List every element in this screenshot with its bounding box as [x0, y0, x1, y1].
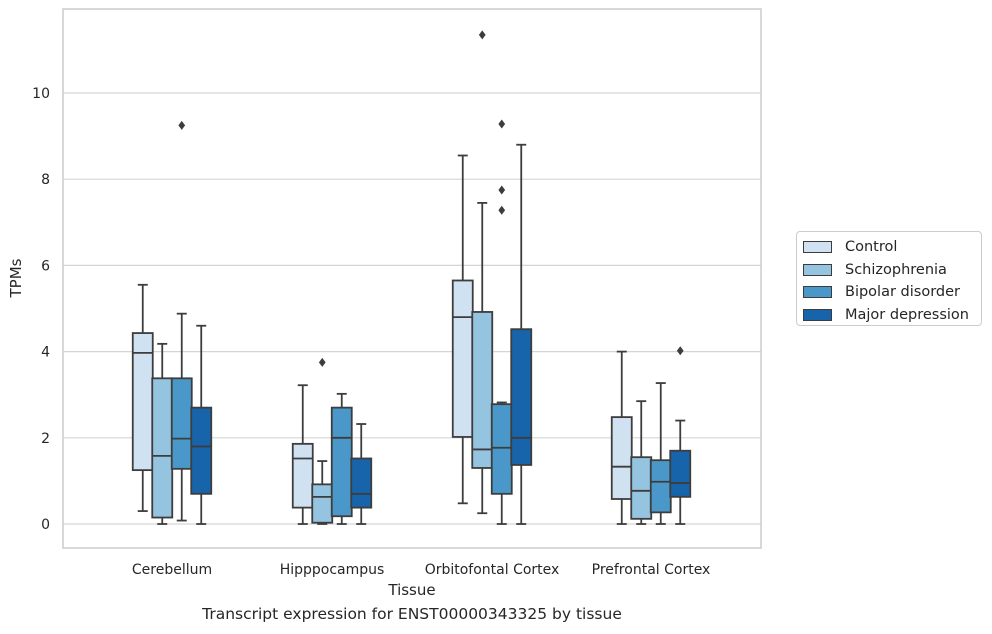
- x-tick-label: Cerebellum: [132, 562, 212, 578]
- legend: Control Schizophrenia Bipolar disorder M…: [796, 231, 982, 326]
- legend-swatch: [803, 308, 832, 321]
- box-body: [510, 328, 533, 466]
- box-1-1: [311, 357, 334, 525]
- y-tick-label: 4: [41, 345, 50, 361]
- box-0-2: [170, 120, 193, 522]
- box-2-3: [510, 143, 533, 525]
- y-tick-label: 8: [41, 172, 50, 188]
- y-tick-labels: 0 2 4 6 8 10: [32, 86, 50, 533]
- box-body: [151, 377, 174, 519]
- box-3-3: [669, 346, 692, 525]
- box-0-1: [151, 342, 174, 525]
- box-body: [630, 456, 653, 520]
- box-body: [190, 406, 213, 495]
- legend-label: Bipolar disorder: [845, 284, 960, 301]
- box-3-1: [630, 400, 653, 525]
- box-body: [610, 416, 633, 500]
- outlier-point: [498, 185, 506, 195]
- outlier-point: [478, 30, 486, 40]
- x-tick-label: Hipppocampus: [280, 562, 385, 578]
- box-1-2: [330, 392, 353, 525]
- box-3-0: [610, 350, 633, 525]
- box-0-3: [190, 324, 213, 525]
- box-2-1: [471, 30, 494, 515]
- box-body: [451, 279, 474, 438]
- outlier-point: [498, 205, 506, 215]
- y-tick-label: 6: [41, 258, 50, 274]
- x-tick-label: Prefrontal Cortex: [592, 562, 711, 578]
- y-tick-label: 2: [41, 431, 50, 447]
- legend-item-control: Control: [803, 236, 981, 259]
- box-1-0: [291, 384, 314, 525]
- box-2-0: [451, 154, 474, 505]
- x-tick-labels: Cerebellum Hipppocampus Orbitofontal Corte…: [132, 562, 710, 578]
- box-0-0: [131, 283, 154, 512]
- box-body: [490, 403, 513, 495]
- legend-item-major-depression: Major depression: [803, 304, 981, 327]
- box-body: [291, 442, 314, 509]
- box-2-2: [490, 119, 513, 525]
- legend-swatch: [803, 263, 832, 276]
- box-body: [330, 406, 353, 518]
- box-1-3: [350, 423, 373, 525]
- box-body: [649, 459, 672, 514]
- box-body: [311, 483, 334, 524]
- legend-swatch: [803, 241, 832, 254]
- legend-label: Major depression: [845, 306, 969, 323]
- outlier-point: [178, 120, 186, 130]
- box-3-2: [649, 382, 672, 525]
- box-body: [170, 377, 193, 470]
- x-axis-label: Tissue: [387, 581, 435, 599]
- outlier-point: [318, 357, 326, 367]
- box-body: [669, 449, 692, 498]
- legend-swatch: [803, 286, 832, 299]
- legend-label: Schizophrenia: [845, 261, 947, 278]
- y-axis-label: TPMs: [7, 258, 25, 298]
- legend-label: Control: [845, 239, 898, 256]
- legend-item-schizophrenia: Schizophrenia: [803, 259, 981, 282]
- box-marks: [131, 30, 692, 525]
- outlier-point: [676, 346, 684, 356]
- y-tick-label: 0: [41, 517, 50, 533]
- outlier-point: [498, 119, 506, 129]
- chart-title: Transcript expression for ENST0000034332…: [202, 605, 622, 623]
- box-body: [471, 311, 494, 469]
- x-tick-label: Orbitofontal Cortex: [425, 562, 560, 578]
- legend-item-bipolar-disorder: Bipolar disorder: [803, 281, 981, 304]
- y-tick-label: 10: [32, 86, 50, 102]
- plot-frame: [62, 8, 762, 549]
- box-body: [350, 457, 373, 509]
